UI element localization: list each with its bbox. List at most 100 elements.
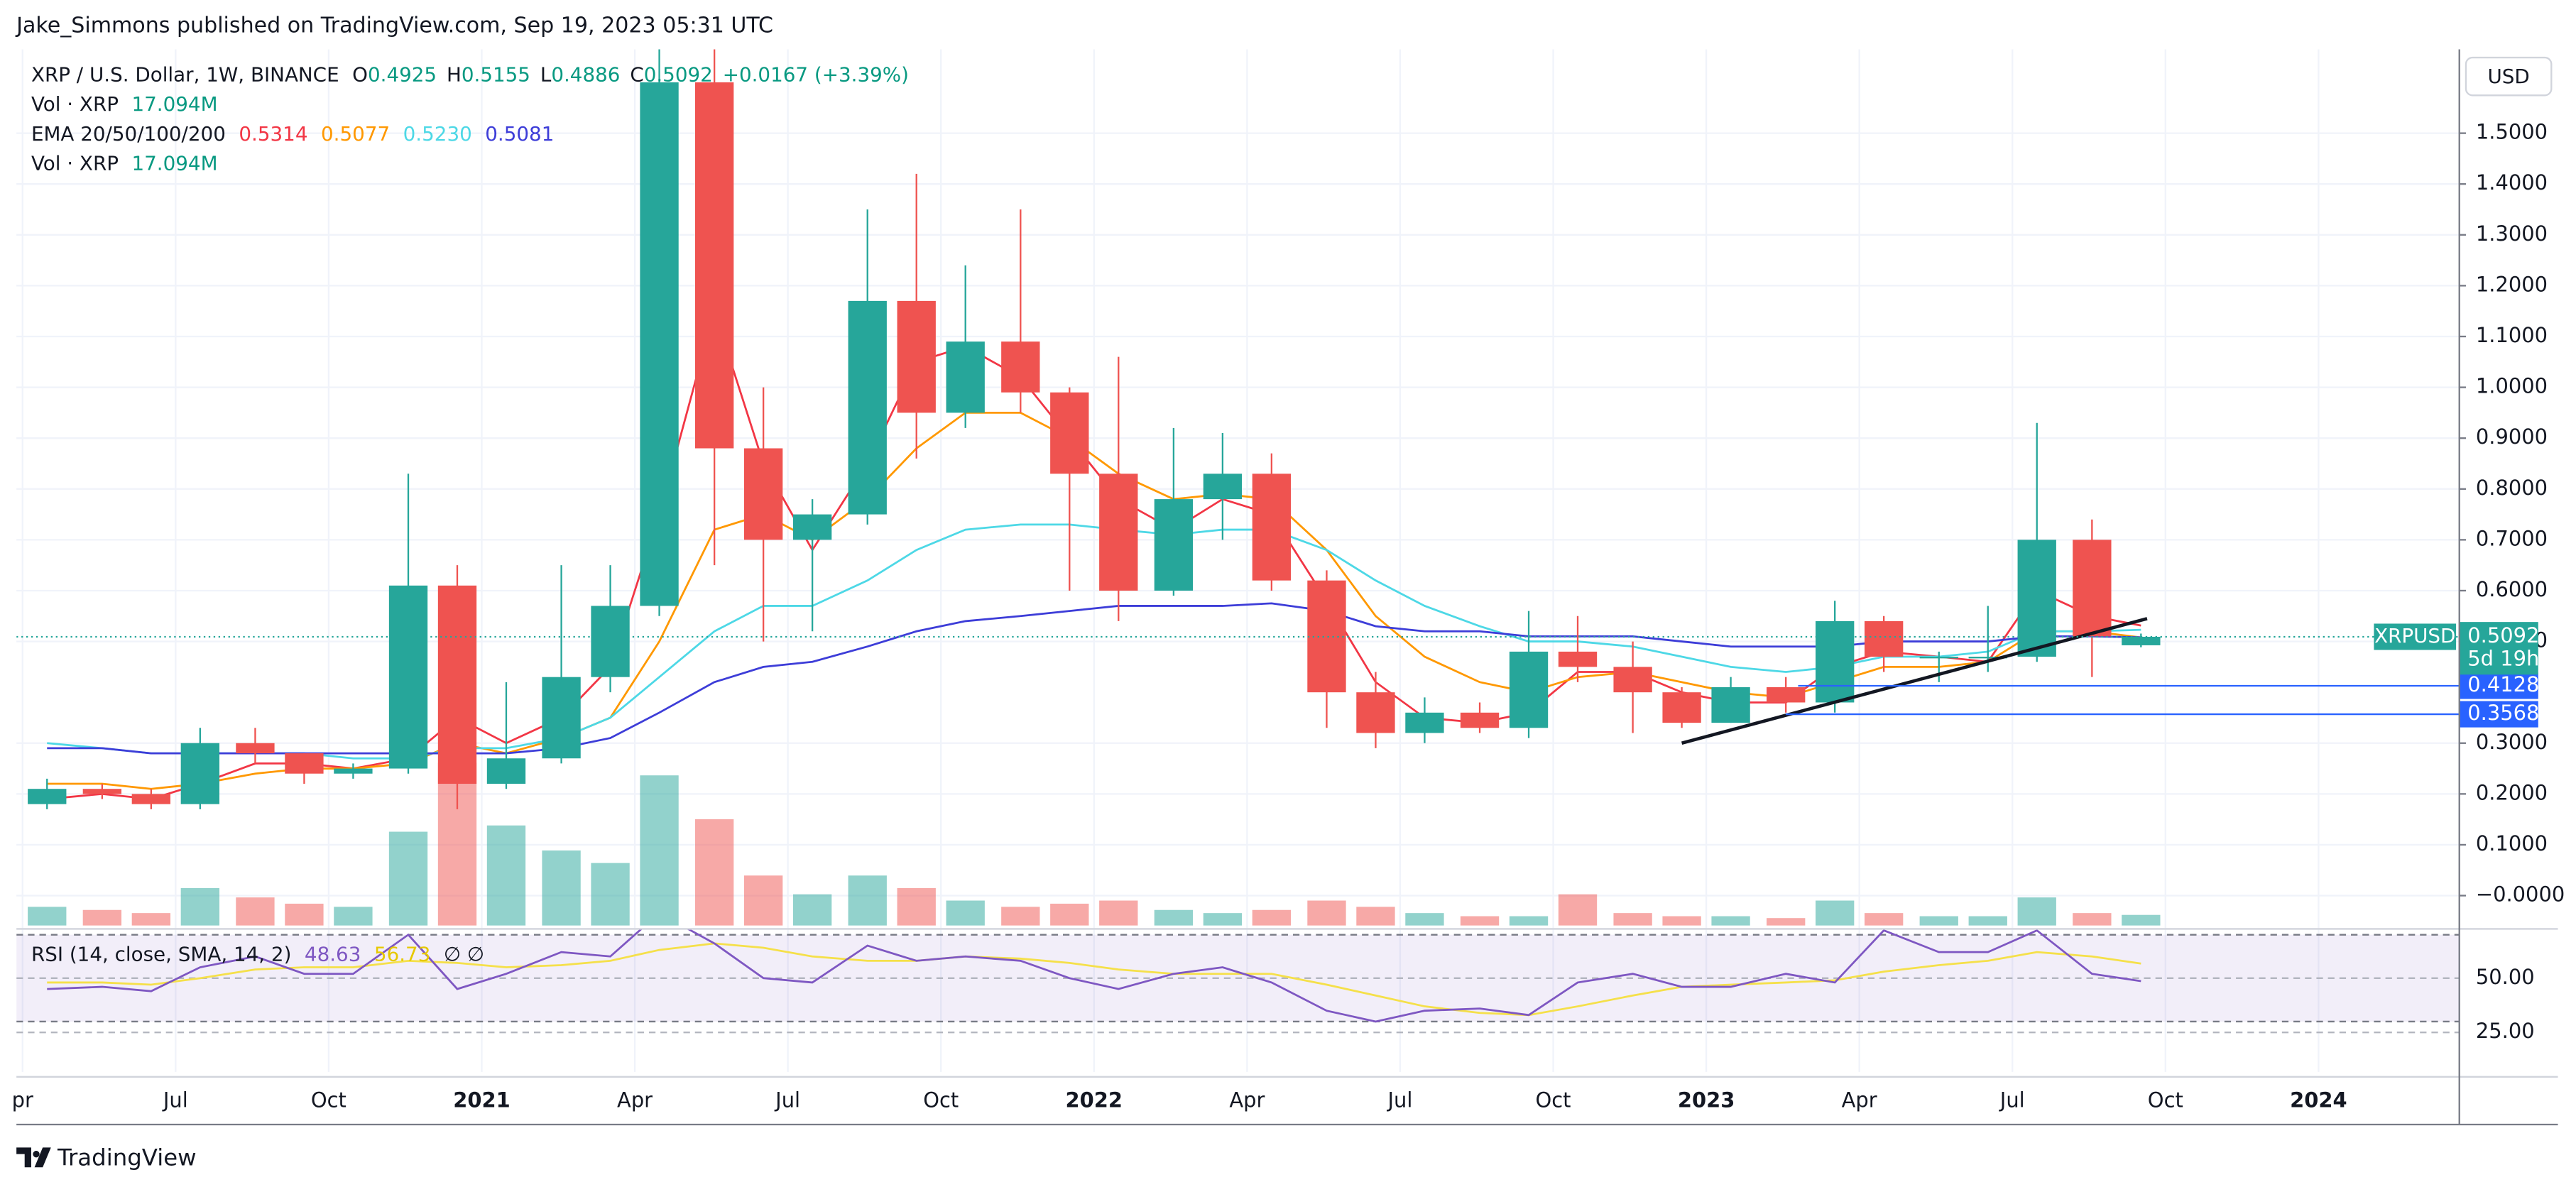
symbol-tag: [2374, 623, 2457, 650]
ohlc-value: 0.4886: [551, 63, 620, 87]
currency-button[interactable]: [2465, 56, 2553, 97]
rsi-tick-label: 25.00: [2476, 1019, 2535, 1043]
rsi-line: [47, 929, 2141, 1023]
candle-body: [1919, 657, 1958, 659]
candle-body: [236, 743, 275, 754]
volume-bar: [1050, 903, 1089, 926]
candle-layer: [16, 49, 2460, 809]
volume-layer: [28, 762, 2161, 926]
y-tick-label: 1.2000: [2476, 272, 2548, 296]
ohlc-label: O: [352, 63, 368, 87]
rsi-layer: [16, 929, 2460, 1034]
ohlc-value: 0.5155: [462, 63, 530, 87]
x-tick-label: 2021: [453, 1088, 510, 1112]
ohlc-label: H: [447, 63, 462, 87]
candle-body: [591, 606, 630, 677]
volume-bar: [1001, 907, 1040, 926]
volume-bar: [1356, 907, 1395, 926]
legend-label: RSI (14, close, SMA, 14, 2): [31, 942, 291, 966]
x-tick-label: Apr: [617, 1088, 653, 1112]
volume-bar: [1203, 913, 1243, 926]
y-tick-label: 1.0000: [2476, 374, 2548, 398]
volume-bar: [180, 887, 219, 926]
volume-bar: [1405, 913, 1444, 926]
volume-bar: [1662, 916, 1701, 926]
price-tag: [2459, 622, 2538, 675]
price-tag-countdown: 5d 19h: [2467, 646, 2539, 670]
x-tick-label: 2023: [1678, 1088, 1735, 1112]
y-tick-label: −0.0000: [2476, 882, 2565, 907]
level-label: 0.4128: [2467, 672, 2539, 696]
volume-bar: [848, 875, 887, 926]
volume-bar: [131, 913, 171, 926]
candle-body: [1001, 341, 1040, 393]
volume-bar: [1252, 909, 1292, 926]
volume-bar: [2073, 913, 2112, 926]
legend-label: EMA 20/50/100/200: [31, 122, 226, 146]
x-tick-label: 2022: [1066, 1088, 1123, 1112]
volume-bar: [1767, 918, 1806, 926]
candle-body: [1252, 474, 1292, 581]
candle-body: [1816, 620, 1855, 703]
rsi-tick-label: 50.00: [2476, 965, 2535, 989]
volume-bar: [334, 907, 373, 926]
x-tick-label: Apr: [1842, 1088, 1877, 1112]
candle-body: [2017, 540, 2056, 657]
candle-body: [1662, 692, 1701, 723]
volume-bar: [236, 897, 275, 926]
volume-bar: [946, 900, 985, 926]
change: +0.0167 (+3.39%): [723, 63, 909, 87]
candle-body: [640, 82, 679, 606]
candle-body: [897, 300, 936, 413]
y-tick-label: 1.4000: [2476, 170, 2548, 195]
volume-bar: [591, 863, 630, 926]
x-tick-label: Oct: [923, 1088, 959, 1112]
candle-body: [180, 743, 219, 804]
candle-body: [486, 758, 526, 784]
y-tick-label: 0.3000: [2476, 730, 2548, 754]
y-tick-label: 0.7000: [2476, 526, 2548, 550]
candle-body: [743, 448, 783, 540]
legend-value: 48.63: [305, 942, 361, 966]
candle-body: [1509, 651, 1549, 728]
legend-label: Vol · XRP: [31, 92, 119, 116]
rsi-sma-line: [47, 942, 2141, 1017]
currency[interactable]: USD: [2487, 65, 2529, 88]
y-tick-label: 0.9000: [2476, 425, 2548, 449]
candle-body: [2122, 636, 2161, 645]
symbol-legend: XRP / U.S. Dollar, 1W, BINANCE O0.4925 H0.…: [31, 63, 909, 87]
candle-body: [28, 789, 67, 804]
legend-value: 0.5230: [403, 122, 472, 146]
axes: pr Jul Oct 2021 Apr Jul Oct 2022 Apr Jul Oct 2023 Ap…: [12, 120, 2565, 1112]
ohlc-label: C: [630, 63, 643, 87]
candle-body: [1968, 657, 2007, 659]
volume-bar: [82, 909, 122, 926]
x-tick-label: Jul: [1386, 1088, 1412, 1112]
level-label: 0.3568: [2467, 701, 2539, 725]
symbol-tag-label: XRPUSD: [2374, 624, 2455, 647]
candle-body: [1864, 620, 1904, 657]
x-tick-label: Apr: [1229, 1088, 1265, 1112]
volume-bar: [2017, 897, 2056, 926]
candle-body: [334, 768, 373, 774]
candle-body: [946, 341, 985, 413]
candle-body: [1613, 667, 1652, 693]
x-tick-label: Jul: [1999, 1088, 2025, 1112]
x-tick-label: Oct: [2148, 1088, 2183, 1112]
candle-body: [82, 789, 122, 794]
volume-bar: [1307, 900, 1346, 926]
candle-body: [1203, 474, 1243, 500]
candle-body: [1099, 474, 1138, 591]
volume-bar: [486, 825, 526, 926]
volume-bar: [1613, 913, 1652, 926]
candle-body: [694, 82, 734, 449]
x-tick-label: Oct: [311, 1088, 346, 1112]
legend-value: 0.5081: [485, 122, 554, 146]
ema-legend: EMA 20/50/100/200 0.5314 0.5077 0.5230 0.508…: [31, 122, 554, 146]
x-tick-label: Jul: [774, 1088, 800, 1112]
price-tag-value: 0.5092: [2467, 623, 2539, 647]
brand: TradingView: [57, 1144, 197, 1171]
y-tick-label: 1.1000: [2476, 323, 2548, 347]
ohlc-value: 0.5092: [644, 63, 713, 87]
